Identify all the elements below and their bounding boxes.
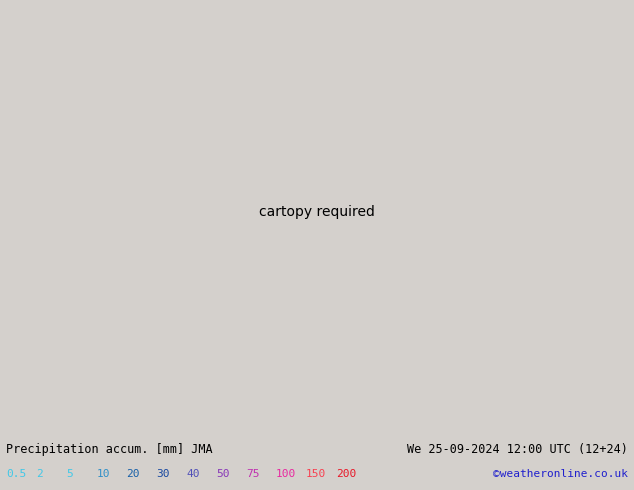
Text: 75: 75 [246, 469, 259, 479]
Text: 0.5: 0.5 [6, 469, 27, 479]
Text: 20: 20 [126, 469, 139, 479]
Text: 5: 5 [67, 469, 73, 479]
Text: Precipitation accum. [mm] JMA: Precipitation accum. [mm] JMA [6, 443, 213, 456]
Text: 10: 10 [96, 469, 110, 479]
Text: 40: 40 [186, 469, 200, 479]
Text: We 25-09-2024 12:00 UTC (12+24): We 25-09-2024 12:00 UTC (12+24) [407, 443, 628, 456]
Text: 50: 50 [216, 469, 230, 479]
Text: 200: 200 [336, 469, 356, 479]
Text: 2: 2 [36, 469, 43, 479]
Text: 150: 150 [306, 469, 327, 479]
Text: ©weatheronline.co.uk: ©weatheronline.co.uk [493, 469, 628, 479]
Text: 100: 100 [276, 469, 296, 479]
Text: cartopy required: cartopy required [259, 205, 375, 219]
Text: 30: 30 [156, 469, 170, 479]
